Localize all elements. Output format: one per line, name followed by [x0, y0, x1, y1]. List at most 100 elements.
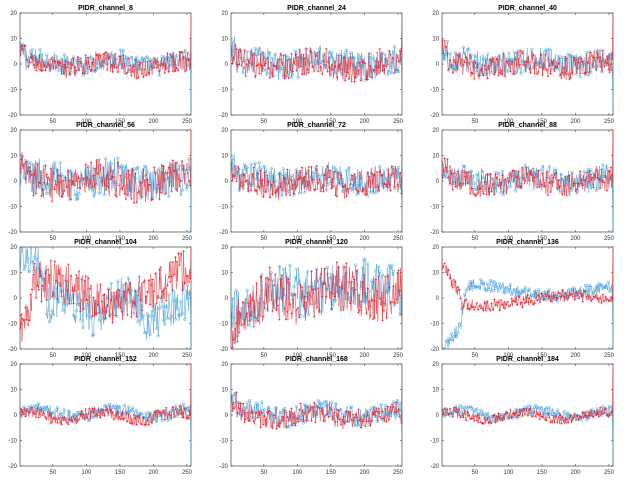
data-point [105, 304, 109, 307]
x-tick-label: 50 [472, 119, 479, 125]
data-point [347, 187, 351, 191]
data-point [503, 291, 507, 295]
data-point [89, 68, 93, 72]
data-point [186, 274, 189, 278]
data-point [472, 419, 476, 423]
data-point [159, 412, 163, 415]
data-point [296, 76, 300, 80]
data-point [365, 312, 368, 315]
data-point [601, 404, 605, 408]
data-point [339, 408, 343, 412]
data-point [36, 406, 39, 410]
data-point [537, 70, 540, 74]
data-point [97, 319, 101, 323]
data-point [48, 413, 51, 417]
data-point [460, 57, 464, 61]
data-point [124, 410, 128, 414]
data-point [290, 179, 293, 182]
data-point [22, 413, 26, 416]
data-point [578, 75, 582, 79]
data-point [499, 191, 503, 195]
data-point [28, 411, 31, 414]
data-point [442, 52, 445, 55]
data-point [398, 49, 402, 52]
data-point [507, 417, 511, 420]
x-tick-label: 200 [570, 353, 581, 359]
x-tick-label: 250 [604, 470, 615, 476]
data-point [89, 415, 93, 419]
data-point [565, 57, 568, 60]
data-point [105, 185, 109, 188]
data-point [87, 56, 90, 59]
data-point [170, 56, 173, 59]
data-point [154, 410, 157, 414]
data-point [171, 51, 175, 55]
data-point [271, 426, 274, 430]
data-point [500, 284, 504, 288]
data-point [36, 163, 39, 166]
data-point [328, 276, 332, 280]
data-point [237, 167, 241, 171]
data-point [295, 69, 298, 72]
data-point [55, 183, 58, 186]
data-point [350, 185, 354, 189]
data-point [374, 414, 378, 418]
data-point [326, 272, 329, 276]
data-point [326, 403, 330, 407]
data-point [155, 66, 158, 69]
data-point [338, 182, 341, 185]
data-point [135, 408, 139, 412]
data-point [465, 47, 470, 51]
data-point [373, 316, 376, 319]
data-point [544, 53, 547, 57]
data-point [491, 414, 495, 418]
data-point [92, 333, 96, 337]
data-point [245, 411, 249, 414]
data-point [304, 301, 308, 304]
data-point [363, 416, 367, 420]
data-point [302, 176, 305, 179]
data-point [129, 55, 133, 59]
data-point [182, 249, 185, 253]
data-point [138, 190, 141, 193]
subplot-title: PIDR_channel_104 [74, 239, 137, 246]
data-point [580, 57, 583, 60]
data-point [99, 163, 102, 167]
data-point [128, 173, 132, 176]
x-tick-label: 100 [81, 119, 92, 125]
data-point [326, 70, 329, 73]
data-point [138, 63, 141, 67]
data-point [56, 421, 59, 425]
data-point [137, 286, 141, 290]
data-point [589, 168, 593, 172]
data-point [236, 340, 239, 343]
subplot-title: PIDR_channel_56 [76, 122, 135, 129]
data-point [160, 304, 164, 308]
data-point [372, 299, 377, 303]
data-point [526, 172, 530, 176]
data-point [185, 417, 188, 420]
data-point [81, 177, 85, 180]
data-point [240, 57, 244, 61]
data-point [331, 292, 335, 296]
data-point [251, 411, 254, 415]
data-point [139, 181, 142, 184]
data-point [527, 287, 531, 291]
data-point [248, 398, 252, 402]
data-point [248, 319, 251, 322]
data-point [332, 165, 336, 169]
data-point [582, 290, 586, 293]
data-point [534, 61, 538, 64]
data-point [76, 186, 79, 190]
data-point [174, 187, 178, 191]
data-point [295, 308, 298, 312]
data-point [558, 74, 562, 77]
data-point [46, 410, 50, 414]
data-point [275, 308, 278, 312]
data-point [593, 287, 597, 291]
data-point [175, 414, 179, 418]
data-point [280, 194, 284, 198]
data-point [138, 416, 141, 419]
